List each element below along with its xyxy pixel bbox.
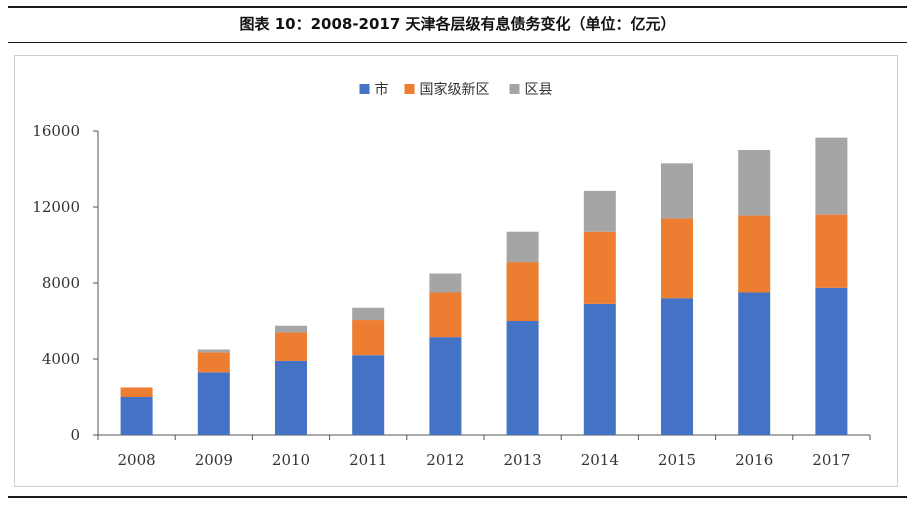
x-tick-label: 2015 xyxy=(658,451,696,469)
bar-国家级新区-2010 xyxy=(275,332,307,361)
y-tick-label: 0 xyxy=(70,426,80,444)
bar-区县-2016 xyxy=(738,150,771,216)
caption-rule xyxy=(8,42,907,43)
x-tick-label: 2010 xyxy=(272,451,310,469)
bar-市-2016 xyxy=(738,292,771,435)
bar-区县-2013 xyxy=(506,231,539,263)
bar-区县-2010 xyxy=(275,325,307,333)
y-tick-label: 4000 xyxy=(42,350,80,368)
legend-label-区县: 区县 xyxy=(525,82,553,98)
bar-市-2008 xyxy=(120,397,153,435)
bar-国家级新区-2011 xyxy=(352,320,385,356)
x-tick-label: 2013 xyxy=(504,451,542,469)
legend-swatch-国家级新区 xyxy=(404,84,415,94)
bar-国家级新区-2017 xyxy=(815,214,848,288)
bar-国家级新区-2014 xyxy=(583,231,616,304)
bar-区县-2017 xyxy=(815,137,848,215)
bar-市-2015 xyxy=(661,298,693,435)
x-tick-label: 2012 xyxy=(426,451,464,469)
bar-区县-2012 xyxy=(429,273,462,293)
bar-市-2009 xyxy=(197,372,230,435)
x-tick-label: 2011 xyxy=(349,451,387,469)
bar-国家级新区-2015 xyxy=(661,218,693,299)
bar-国家级新区-2008 xyxy=(120,387,153,397)
legend-label-国家级新区: 国家级新区 xyxy=(420,81,490,98)
bar-市-2011 xyxy=(352,355,385,435)
y-tick-label: 8000 xyxy=(42,274,80,292)
bar-国家级新区-2009 xyxy=(197,352,230,373)
x-tick-label: 2017 xyxy=(812,451,850,469)
legend-label-市: 市 xyxy=(375,81,389,98)
bar-国家级新区-2012 xyxy=(429,292,462,338)
x-tick-label: 2014 xyxy=(581,451,619,469)
bar-区县-2015 xyxy=(661,163,693,219)
bar-国家级新区-2013 xyxy=(506,262,539,321)
bottom-rule xyxy=(8,496,907,498)
bars xyxy=(120,137,848,435)
bar-市-2013 xyxy=(506,321,539,435)
bar-区县-2009 xyxy=(197,349,230,353)
x-tick-label: 2016 xyxy=(735,451,773,469)
bar-市-2014 xyxy=(583,303,616,435)
y-axis: 0 4000 8000 12000 16000 xyxy=(32,122,99,444)
bar-市-2010 xyxy=(275,360,307,435)
y-tick-label: 16000 xyxy=(32,122,80,140)
legend: 市 国家级新区 区县 xyxy=(359,81,553,98)
x-tick-label: 2009 xyxy=(195,451,233,469)
bar-国家级新区-2016 xyxy=(738,215,771,293)
x-tick-label: 2008 xyxy=(118,451,156,469)
chart-caption: 图表 10：2008-2017 天津各层级有息债务变化（单位：亿元） xyxy=(239,14,676,33)
y-tick-label: 12000 xyxy=(32,198,80,216)
bar-区县-2014 xyxy=(583,190,616,232)
bar-区县-2011 xyxy=(352,307,385,321)
top-rule xyxy=(8,6,907,8)
x-axis: 2008 2009 2010 2011 2012 2013 2014 2015 2016 2017 xyxy=(97,434,871,469)
chart-frame xyxy=(14,55,898,487)
legend-swatch-区县 xyxy=(509,84,520,94)
legend-swatch-市 xyxy=(359,84,370,94)
bar-市-2017 xyxy=(815,287,848,435)
bar-市-2012 xyxy=(429,337,462,435)
